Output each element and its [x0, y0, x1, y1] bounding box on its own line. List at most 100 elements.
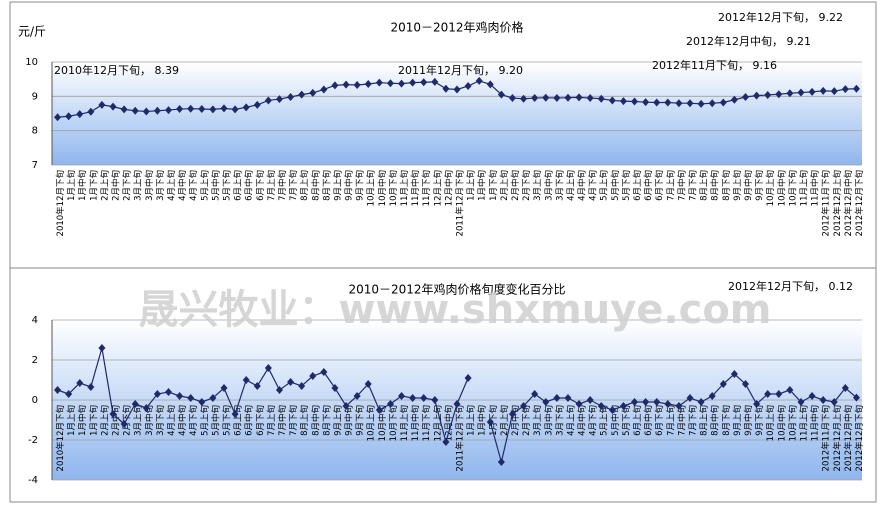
annotation: 2012年12月下旬， 9.22	[718, 10, 843, 24]
x-tick-label: 2月上旬	[99, 170, 110, 201]
x-tick-label: 7月中旬	[676, 405, 687, 436]
x-tick-label: 8月中旬	[710, 170, 721, 201]
x-tick-label: 4月上旬	[565, 170, 576, 201]
data-point	[697, 398, 705, 406]
x-tick-label: 7月下旬	[288, 405, 299, 436]
data-point	[76, 379, 84, 387]
x-tick-label: 1月下旬	[488, 170, 499, 201]
data-point	[375, 78, 383, 87]
data-point	[775, 90, 783, 99]
data-point	[420, 394, 428, 402]
data-point	[409, 394, 417, 402]
x-tick-label: 2010年12月下旬	[55, 405, 66, 471]
data-point	[131, 400, 139, 408]
x-tick-label: 4月上旬	[565, 405, 576, 436]
x-tick-label: 6月下旬	[255, 405, 266, 436]
x-tick-label: 2月下旬	[122, 405, 133, 436]
x-tick-label: 8月下旬	[321, 405, 332, 436]
x-tick-label: 1月下旬	[88, 405, 99, 436]
x-tick-label: 2012年12月下旬	[854, 405, 865, 471]
x-tick-label: 2011年12月下旬	[455, 170, 466, 236]
x-tick-label: 2月中旬	[510, 405, 521, 436]
data-point	[531, 390, 539, 398]
x-tick-label: 8月中旬	[310, 405, 321, 436]
data-point	[486, 418, 494, 426]
x-tick-label: 8月下旬	[721, 405, 732, 436]
data-point	[242, 103, 250, 112]
x-tick-label: 2月下旬	[521, 405, 532, 436]
data-point	[808, 392, 816, 400]
x-tick-label: 9月中旬	[344, 405, 355, 436]
data-point	[87, 383, 95, 391]
x-tick-label: 5月上旬	[599, 170, 610, 201]
data-point	[198, 105, 206, 114]
data-point	[198, 398, 206, 406]
x-tick-label: 8月上旬	[699, 405, 710, 436]
data-point	[753, 91, 761, 100]
x-tick-label: 10月中旬	[377, 170, 388, 206]
data-point	[608, 96, 616, 105]
data-point	[109, 102, 117, 111]
data-point	[98, 100, 106, 109]
data-point	[631, 398, 639, 406]
data-point	[220, 104, 228, 113]
x-tick-label: 7月中旬	[277, 405, 288, 436]
data-point	[253, 382, 261, 390]
data-point	[320, 368, 328, 376]
data-point	[464, 82, 472, 91]
x-tick-label: 5月上旬	[199, 170, 210, 201]
data-point	[176, 105, 184, 114]
annotation: 2011年12月下旬， 9.20	[398, 63, 523, 77]
x-tick-label: 2月下旬	[122, 170, 133, 201]
data-point	[109, 410, 117, 418]
x-tick-label: 5月下旬	[621, 170, 632, 201]
data-point	[353, 81, 361, 90]
data-point	[586, 94, 594, 103]
data-point	[142, 107, 150, 116]
data-point	[852, 393, 860, 402]
data-point	[653, 398, 661, 406]
y-tick-label: 10	[25, 57, 38, 68]
x-tick-label: 8月上旬	[299, 170, 310, 201]
data-point	[830, 87, 838, 96]
x-tick-label: 7月下旬	[288, 170, 299, 201]
x-tick-label: 6月上旬	[233, 405, 244, 436]
data-point	[841, 85, 849, 94]
data-point	[153, 106, 161, 115]
data-point	[819, 396, 827, 404]
x-tick-label: 2012年11月下旬	[821, 170, 832, 236]
data-point	[442, 84, 450, 93]
data-point	[531, 94, 539, 103]
data-point	[165, 388, 173, 396]
data-point	[786, 386, 794, 394]
data-point	[287, 378, 295, 386]
data-point	[176, 392, 184, 400]
data-point	[309, 372, 317, 380]
data-point	[653, 98, 661, 107]
y-tick-label: 4	[32, 315, 38, 326]
data-point	[375, 406, 383, 414]
data-point	[220, 384, 228, 392]
x-tick-label: 4月下旬	[588, 170, 599, 201]
data-point	[242, 376, 250, 384]
data-point	[508, 410, 516, 418]
x-tick-label: 9月下旬	[754, 170, 765, 201]
data-point	[808, 87, 816, 96]
x-tick-label: 3月下旬	[155, 405, 166, 436]
x-tick-label: 6月中旬	[643, 405, 654, 436]
x-tick-label: 10月中旬	[377, 405, 388, 441]
x-tick-label: 5月中旬	[610, 170, 621, 201]
x-tick-label: 1月上旬	[466, 405, 477, 436]
data-point	[120, 105, 128, 114]
x-tick-label: 8月上旬	[699, 170, 710, 201]
data-point	[730, 370, 738, 378]
x-tick-label: 6月中旬	[244, 405, 255, 436]
x-tick-label: 11月下旬	[421, 170, 432, 206]
x-tick-label: 4月下旬	[188, 405, 199, 436]
x-tick-label: 5月下旬	[621, 405, 632, 436]
data-point	[298, 382, 306, 390]
x-tick-label: 1月下旬	[488, 405, 499, 436]
chart-title: 2010－2012年鸡肉价格旬度变化百分比	[348, 282, 565, 297]
x-tick-label: 3月下旬	[554, 170, 565, 201]
data-point	[209, 394, 217, 402]
